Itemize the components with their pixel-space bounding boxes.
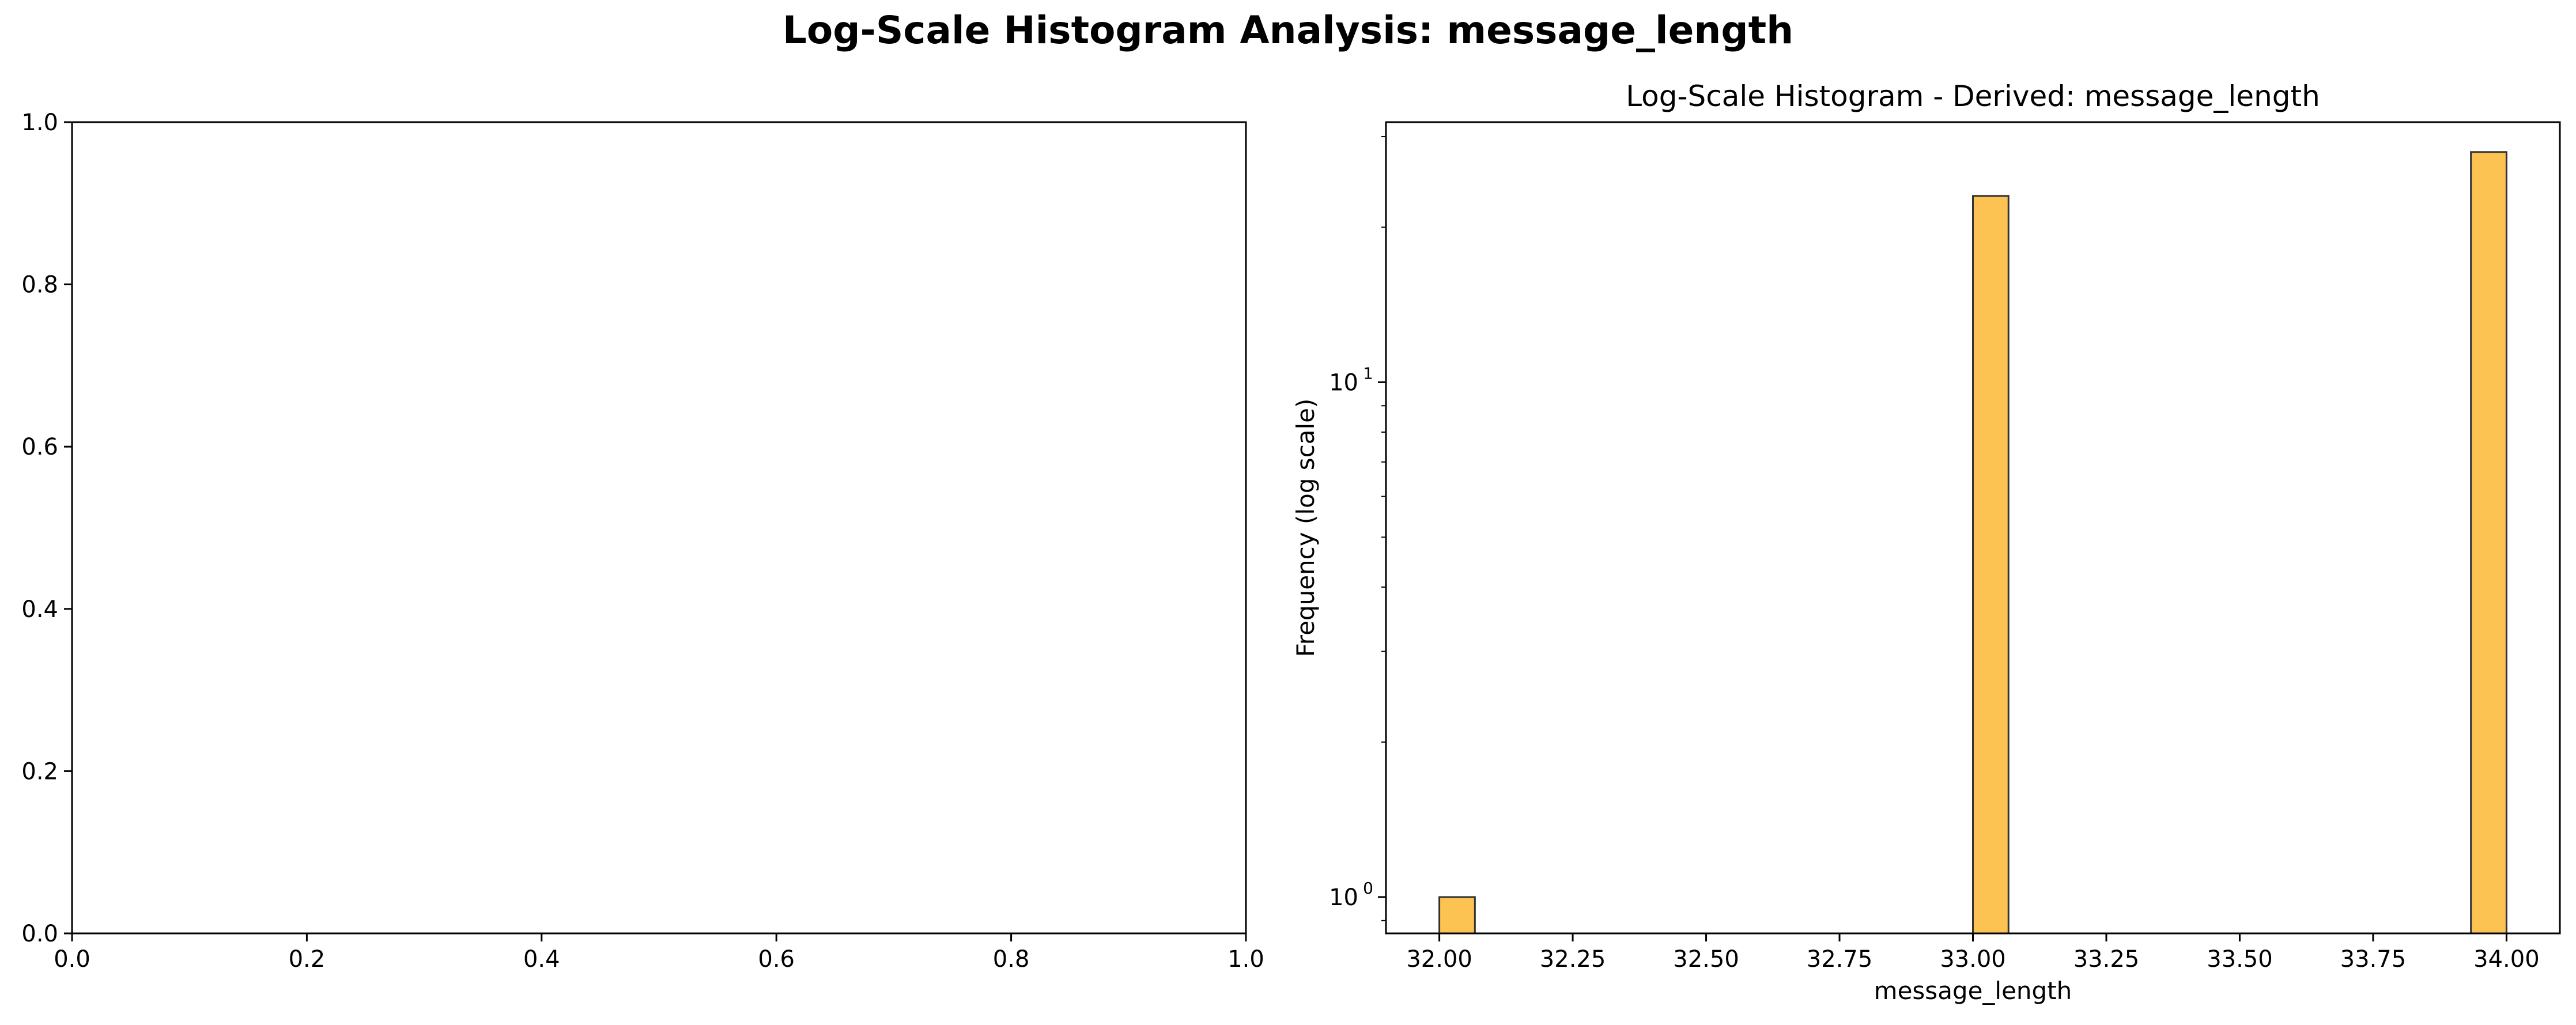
- x-tick-label: 32.75: [1807, 946, 1873, 973]
- x-tick-label: 0.4: [523, 946, 560, 973]
- x-tick-label: 32.00: [1406, 946, 1472, 973]
- y-tick-label: 1.0: [21, 109, 58, 136]
- x-tick-label: 33.50: [2207, 946, 2273, 973]
- x-tick-label: 33.75: [2340, 946, 2407, 973]
- axes-frame: [71, 121, 1247, 935]
- y-tick-exponent: 0: [1363, 879, 1373, 898]
- histogram-bar: [2470, 151, 2507, 935]
- y-tick-label: 10: [1329, 369, 1358, 396]
- x-tick-label: 34.00: [2473, 946, 2540, 973]
- x-tick-label: 32.25: [1540, 946, 1606, 973]
- y-tick-label: 0.2: [21, 758, 58, 785]
- empty-axes-panel: 0.0 0.2 0.4 0.6 0.8 1.0 0.0 0.2 0.4 0.6 0.8 1.0: [21, 109, 1264, 973]
- histogram-bar: [1972, 195, 2010, 935]
- x-tick-label: 1.0: [1227, 946, 1264, 973]
- y-tick-label: 10: [1329, 884, 1358, 911]
- histogram-bar: [1438, 896, 1476, 935]
- y-tick-label: 0.8: [21, 272, 58, 298]
- y-axis-label: Frequency (log scale): [1291, 399, 1320, 657]
- x-tick-label: 33.00: [1940, 946, 2006, 973]
- histogram-panel: 32.00 32.25 32.50 32.75 33.00 33.25 33.50 33.75…: [1291, 80, 2561, 1005]
- x-tick-label: 33.25: [2073, 946, 2140, 973]
- axes-title: Log-Scale Histogram - Derived: message_l…: [1626, 80, 2320, 113]
- x-tick-label: 0.0: [54, 946, 90, 973]
- x-tick-label: 0.6: [758, 946, 795, 973]
- x-axis-label: message_length: [1874, 977, 2072, 1005]
- y-tick-exponent: 1: [1363, 364, 1373, 383]
- x-tick-label: 0.2: [289, 946, 326, 973]
- x-tick-label: 0.8: [993, 946, 1030, 973]
- y-tick-label: 0.6: [21, 434, 58, 460]
- x-tick-label: 32.50: [1673, 946, 1739, 973]
- y-tick-label: 0.4: [21, 596, 58, 623]
- figure-suptitle: Log-Scale Histogram Analysis: message_le…: [782, 8, 1794, 52]
- y-tick-label: 0.0: [21, 921, 58, 947]
